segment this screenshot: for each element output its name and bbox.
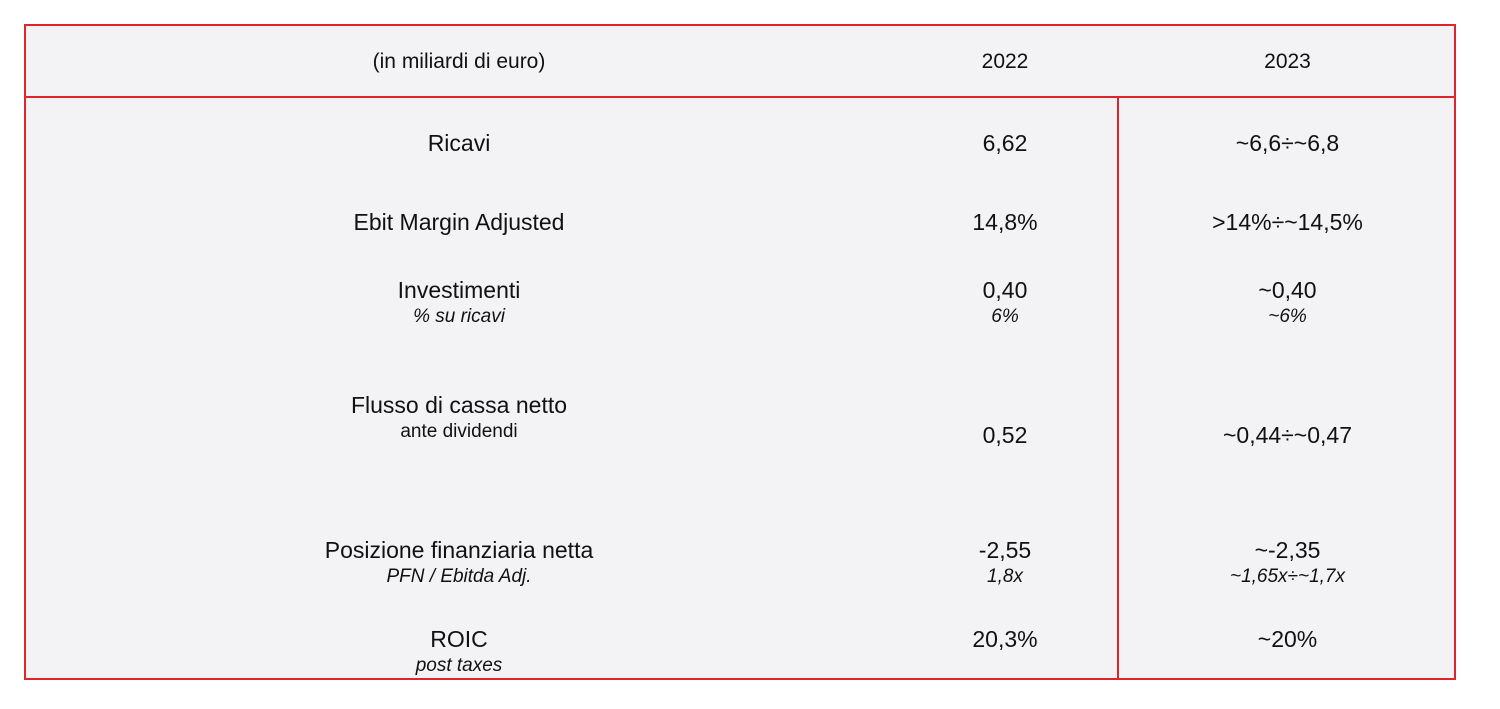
header-unit-label: (in miliardi di euro)	[372, 50, 546, 73]
header-year-2022: 2022	[981, 50, 1029, 73]
value-2022: -2,55	[978, 537, 1032, 563]
value-2023-sub: ~1,65x÷~1,7x	[1229, 566, 1345, 587]
row-roic-2022: 20,3%	[892, 628, 1118, 651]
row-flusso-2022: 0,52	[892, 424, 1118, 447]
row-sublabel: post taxes	[415, 655, 503, 676]
value-2023: ~-2,35	[1254, 537, 1321, 563]
row-ricavi-2022: 6,62	[892, 132, 1118, 155]
row-investimenti-label: Investimenti % su ricavi	[26, 277, 892, 327]
header-year-2023: 2023	[1264, 50, 1311, 73]
row-sublabel: % su ricavi	[413, 306, 505, 327]
row-label: Ricavi	[427, 130, 491, 156]
row-flusso-2023: ~0,44÷~0,47	[1119, 424, 1456, 447]
row-ebit-2023: >14%÷~14,5%	[1119, 211, 1456, 234]
row-ebit-label: Ebit Margin Adjusted	[26, 211, 892, 234]
value-2022: 0,52	[982, 422, 1028, 448]
row-pfn-label: Posizione finanziaria netta PFN / Ebitda…	[26, 537, 892, 587]
row-pfn-2023: ~-2,35 ~1,65x÷~1,7x	[1119, 537, 1456, 587]
row-investimenti-2022: 0,40 6%	[892, 277, 1118, 327]
row-ricavi-2023: ~6,6÷~6,8	[1119, 132, 1456, 155]
row-roic-label: ROIC post taxes	[26, 626, 892, 676]
value-2022: 20,3%	[972, 626, 1038, 652]
row-label: ROIC	[430, 626, 488, 652]
row-label: Flusso di cassa netto	[350, 392, 568, 418]
value-2023: ~6,6÷~6,8	[1235, 130, 1340, 156]
value-2023: ~20%	[1257, 626, 1318, 652]
guidance-table: (in miliardi di euro) 2022 2023 Ricavi 6…	[24, 24, 1456, 680]
row-sublabel: PFN / Ebitda Adj.	[386, 566, 532, 587]
row-roic-2023: ~20%	[1119, 628, 1456, 651]
value-2022: 6,62	[982, 130, 1028, 156]
row-label: Ebit Margin Adjusted	[353, 209, 565, 235]
row-ricavi-label: Ricavi	[26, 132, 892, 155]
row-label: Posizione finanziaria netta	[324, 537, 594, 563]
row-pfn-2022: -2,55 1,8x	[892, 537, 1118, 587]
value-2022: 14,8%	[972, 209, 1038, 235]
row-flusso-label: Flusso di cassa netto ante dividendi	[26, 392, 892, 442]
row-label: Investimenti	[397, 277, 521, 303]
value-2023: >14%÷~14,5%	[1212, 209, 1363, 235]
header-divider	[26, 96, 1454, 98]
value-2022: 0,40	[982, 277, 1028, 303]
row-investimenti-2023: ~0,40 ~6%	[1119, 277, 1456, 327]
value-2023-sub: ~6%	[1268, 306, 1307, 327]
value-2022-sub: 6%	[991, 306, 1019, 327]
value-2023: ~0,40	[1258, 277, 1317, 303]
row-ebit-2022: 14,8%	[892, 211, 1118, 234]
row-sublabel: ante dividendi	[400, 421, 518, 442]
column-divider	[1117, 96, 1119, 678]
value-2023: ~0,44÷~0,47	[1222, 422, 1352, 448]
value-2022-sub: 1,8x	[987, 566, 1023, 587]
